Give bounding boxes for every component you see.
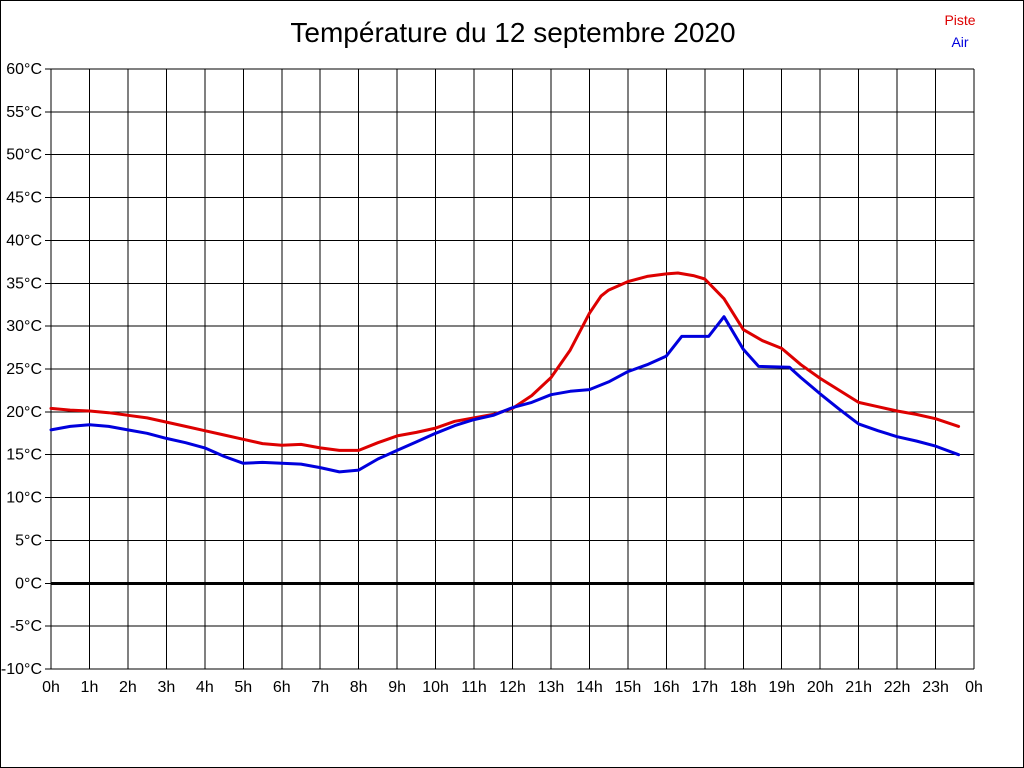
- x-tick-label: 11h: [461, 679, 487, 696]
- y-axis-ticks: [45, 68, 51, 670]
- y-tick-label: 60°C: [6, 61, 42, 78]
- x-tick-label: 20h: [807, 679, 834, 696]
- y-tick-label: 20°C: [6, 404, 42, 421]
- x-tick-label: 10h: [422, 679, 449, 696]
- grid-horizontal: [51, 68, 974, 670]
- x-tick-label: 8h: [350, 679, 368, 696]
- y-tick-label: 30°C: [6, 318, 42, 335]
- y-tick-label: 50°C: [6, 147, 42, 164]
- x-tick-label: 15h: [615, 679, 642, 696]
- y-tick-label: 40°C: [6, 232, 42, 249]
- x-tick-label: 22h: [884, 679, 911, 696]
- x-tick-label: 3h: [157, 679, 175, 696]
- x-tick-label: 5h: [234, 679, 252, 696]
- x-tick-label: 1h: [81, 679, 99, 696]
- y-tick-label: 10°C: [6, 490, 42, 507]
- chart-title: Température du 12 septembre 2020: [290, 17, 736, 48]
- x-tick-label: 7h: [311, 679, 329, 696]
- y-tick-label: 15°C: [6, 447, 42, 464]
- y-tick-label: 5°C: [15, 532, 42, 549]
- legend-item-piste: Piste: [944, 12, 976, 28]
- x-tick-label: 0h: [42, 679, 60, 696]
- legend-item-air: Air: [951, 34, 969, 50]
- x-tick-label: 18h: [730, 679, 757, 696]
- x-tick-label: 12h: [499, 679, 526, 696]
- x-tick-label: 16h: [653, 679, 680, 696]
- x-tick-label: 21h: [845, 679, 872, 696]
- x-tick-label: 23h: [922, 679, 949, 696]
- y-tick-label: 0°C: [15, 575, 42, 592]
- piste-temperature-line: [49, 271, 961, 452]
- x-tick-label: 17h: [691, 679, 718, 696]
- x-tick-label: 2h: [119, 679, 137, 696]
- air-temperature-line: [49, 315, 961, 474]
- x-tick-label: 4h: [196, 679, 214, 696]
- x-tick-label: 9h: [388, 679, 406, 696]
- x-tick-label: 6h: [273, 679, 291, 696]
- x-tick-label: 0h: [965, 679, 983, 696]
- y-tick-label: 45°C: [6, 190, 42, 207]
- x-axis-labels: 0h 1h 2h 3h 4h 5h 6h 7h 8h 9h 10h 11h 12h 13h 14h 15h 16…: [42, 679, 983, 696]
- y-tick-label: -10°C: [1, 661, 42, 678]
- x-tick-label: 14h: [576, 679, 603, 696]
- x-tick-label: 13h: [538, 679, 565, 696]
- x-tick-label: 19h: [768, 679, 795, 696]
- y-tick-label: 35°C: [6, 275, 42, 292]
- y-tick-label: -5°C: [10, 618, 42, 635]
- y-tick-label: 55°C: [6, 104, 42, 121]
- y-axis-labels: 60°C 55°C 50°C 45°C 40°C 35°C 30°C 25°C 20°C 15°C…: [1, 61, 42, 678]
- chart-legend: Piste Air: [934, 9, 986, 53]
- y-tick-label: 25°C: [6, 361, 42, 378]
